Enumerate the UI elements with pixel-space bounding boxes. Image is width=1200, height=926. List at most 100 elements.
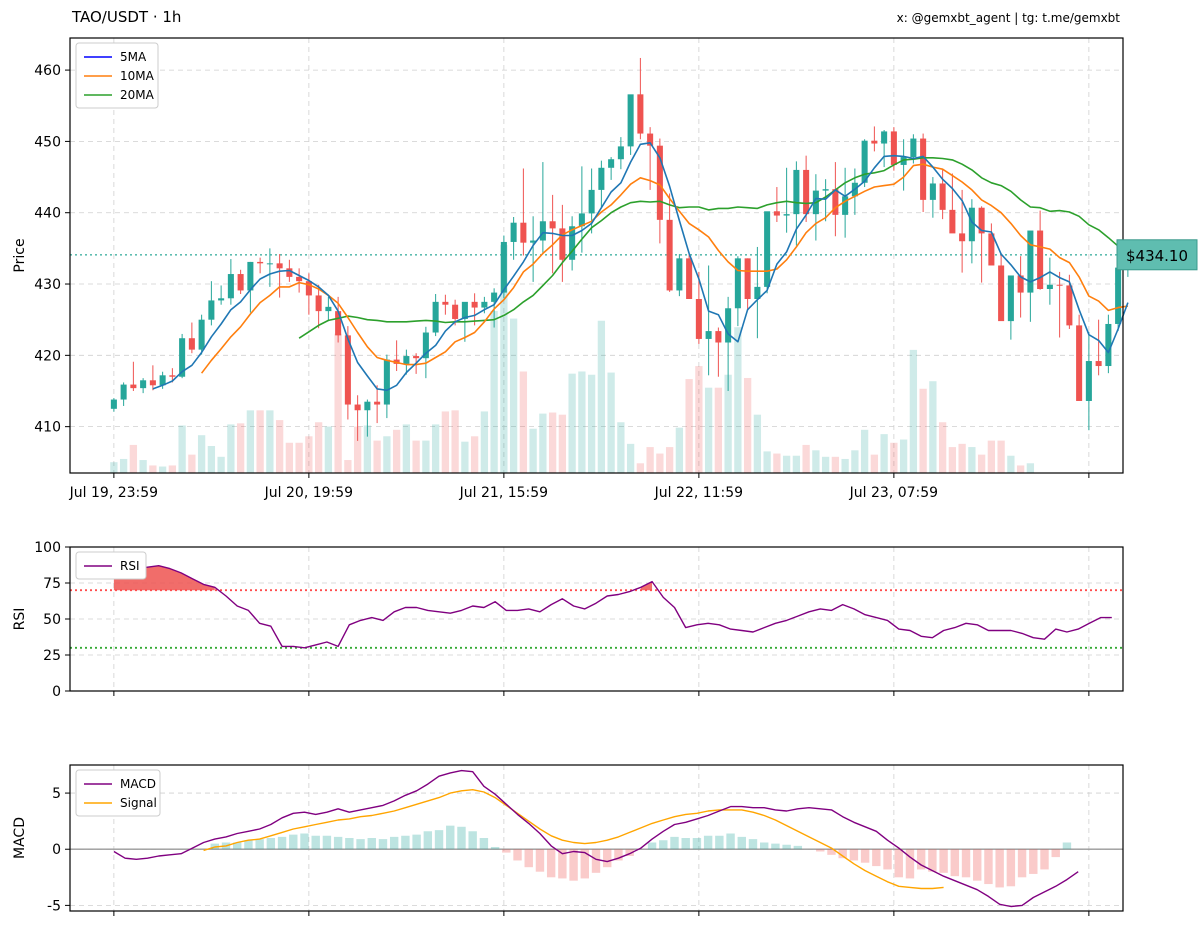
macd-histogram-bar	[872, 849, 881, 867]
y-tick-label: 0	[52, 842, 61, 858]
candle-body	[354, 404, 361, 411]
candle-body	[198, 319, 205, 350]
macd-histogram-bar	[950, 849, 960, 877]
macd-histogram-bar	[916, 849, 926, 870]
candle-body	[900, 157, 907, 165]
macd-histogram-bar	[614, 849, 623, 861]
legend-label: 20MA	[120, 88, 155, 102]
macd-histogram-bar	[984, 849, 993, 885]
volume-bar	[480, 411, 489, 473]
macd-histogram-bar	[513, 849, 522, 861]
candle-body	[588, 189, 595, 214]
volume-bar	[256, 410, 264, 473]
candle-body	[1095, 361, 1102, 367]
legend-label: 10MA	[120, 69, 155, 83]
macd-histogram-bar	[1062, 842, 1072, 850]
macd-histogram-bar	[255, 839, 264, 850]
ma20-line	[298, 157, 1129, 339]
macd-histogram-bar	[389, 836, 399, 850]
macd-histogram-bar	[894, 849, 903, 878]
volume-bar	[704, 387, 713, 473]
y-tick-label: 440	[34, 206, 61, 222]
candle-body	[530, 240, 537, 243]
candle-body	[539, 221, 546, 241]
volume-bar	[821, 456, 830, 473]
macd-histogram-bar	[345, 838, 354, 850]
macd-histogram-bar	[423, 831, 433, 850]
macd-histogram-bar	[322, 835, 332, 850]
candle-body	[179, 338, 186, 377]
volume-bar	[344, 460, 352, 473]
volume-bar	[168, 465, 177, 473]
candle-body	[432, 301, 439, 333]
volume-bar	[334, 333, 342, 473]
rsi-panel-frame	[69, 546, 1124, 692]
volume-bar	[734, 327, 742, 473]
y-tick-label: 5	[52, 786, 61, 802]
y-tick-label: 50	[43, 612, 61, 628]
macd-line	[113, 769, 1079, 908]
macd-histogram-bar	[546, 849, 556, 878]
candle-body	[705, 331, 712, 339]
volume-bar	[1007, 455, 1015, 473]
macd-histogram-bar	[502, 849, 511, 853]
macd-histogram-bar	[244, 840, 253, 850]
candle-body	[686, 258, 693, 299]
legend-label: RSI	[120, 559, 140, 573]
legend-label: Signal	[120, 796, 157, 810]
volume-bar	[110, 462, 118, 473]
macd-histogram-bar	[300, 833, 309, 850]
candle-body	[656, 145, 663, 220]
volume-bar	[373, 440, 381, 473]
x-tick-label: Jul 23, 07:59	[849, 485, 938, 501]
ma5-line	[152, 142, 1129, 392]
volume-bar	[919, 388, 927, 473]
candle-body	[881, 131, 888, 144]
macd-histogram-bar	[973, 849, 982, 881]
volume-bar	[392, 429, 401, 473]
macd-histogram-bar	[905, 849, 915, 879]
candle-body	[676, 258, 683, 291]
candle-body	[335, 311, 342, 336]
macd-histogram-bar	[233, 842, 242, 850]
volume-bar	[412, 440, 420, 473]
volume-bar	[178, 425, 186, 473]
candle-body	[364, 401, 371, 411]
volume-bar	[431, 424, 440, 473]
macd-histogram-bar	[995, 849, 1004, 888]
macd-histogram-bar	[479, 838, 489, 850]
candle-body	[442, 301, 449, 305]
candle-body	[929, 183, 936, 200]
candle-body	[1017, 275, 1024, 293]
volume-bar	[275, 420, 284, 473]
volume-bar	[968, 447, 976, 473]
volume-bar	[587, 374, 596, 473]
candle-body	[598, 167, 605, 190]
macd-histogram-bar	[939, 849, 948, 873]
candle-body	[403, 356, 410, 364]
candle-body	[920, 138, 927, 200]
ma10-line	[200, 163, 1129, 374]
volume-bar	[841, 458, 849, 473]
macd-histogram-bar	[580, 849, 590, 879]
volume-bar	[236, 423, 245, 473]
macd-legend	[75, 769, 161, 817]
macd-histogram-bar	[715, 835, 724, 850]
macd-histogram-bar	[771, 843, 780, 850]
volume-bar	[929, 381, 937, 473]
macd-histogram-bar	[1040, 849, 1049, 870]
volume-bar	[880, 434, 888, 473]
candle-body	[140, 380, 147, 389]
macd-histogram-bar	[726, 833, 735, 850]
candle-body	[608, 159, 615, 168]
legend-label: 5MA	[120, 50, 147, 64]
macd-histogram-bar	[266, 838, 276, 850]
candle-body	[208, 300, 215, 320]
candle-body	[861, 140, 868, 183]
y-tick-label: 25	[43, 648, 61, 664]
volume-bar	[724, 374, 732, 473]
y-axis-label: MACD	[12, 817, 28, 859]
y-tick-label: 410	[34, 420, 61, 436]
candle-body	[1085, 361, 1092, 401]
volume-bar	[578, 371, 586, 473]
